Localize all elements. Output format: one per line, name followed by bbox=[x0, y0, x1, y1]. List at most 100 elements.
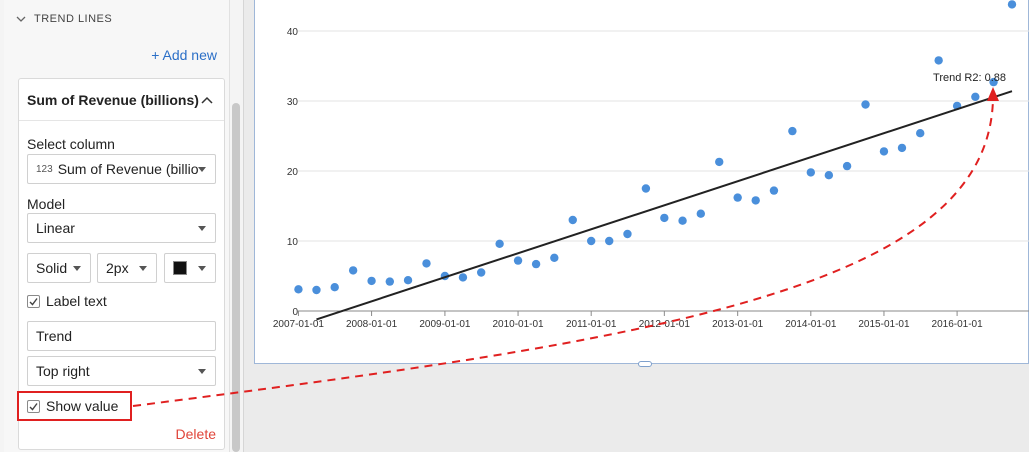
chevron-up-icon[interactable] bbox=[200, 95, 214, 105]
x-tick-label: 2014-01-01 bbox=[785, 319, 837, 330]
number-type-icon: 123 bbox=[36, 163, 53, 175]
data-point[interactable] bbox=[623, 229, 632, 239]
trend-line-card-title: Sum of Revenue (billions) bbox=[27, 91, 199, 108]
data-point[interactable] bbox=[806, 168, 816, 177]
label-position-value: Top right bbox=[36, 363, 90, 379]
line-width-value: 2px bbox=[106, 260, 129, 276]
label-text-label: Label text bbox=[46, 293, 107, 309]
data-point[interactable] bbox=[788, 126, 797, 136]
data-point[interactable] bbox=[641, 184, 651, 193]
data-point[interactable] bbox=[715, 157, 724, 167]
y-tick-label: 10 bbox=[287, 237, 299, 248]
data-point[interactable] bbox=[385, 277, 395, 286]
y-tick-label: 0 bbox=[292, 307, 298, 318]
line-width-select[interactable]: 2px bbox=[97, 253, 157, 283]
data-point[interactable] bbox=[897, 143, 907, 153]
label-text-checkbox[interactable] bbox=[27, 294, 40, 308]
data-point[interactable] bbox=[550, 253, 559, 262]
data-point[interactable] bbox=[568, 215, 577, 225]
caret-down-icon bbox=[73, 266, 81, 271]
show-value-row: Show value bbox=[27, 398, 118, 414]
y-tick-label: 40 bbox=[287, 27, 299, 38]
x-tick-label: 2009-01-01 bbox=[419, 319, 471, 330]
data-point[interactable] bbox=[678, 216, 687, 225]
trend-line-card: Sum of Revenue (billions) Select column … bbox=[18, 78, 225, 450]
data-point[interactable] bbox=[312, 285, 321, 295]
label-text-value: Trend bbox=[36, 328, 73, 344]
y-tick-label: 30 bbox=[287, 97, 299, 108]
x-tick-label: 2012-01-01 bbox=[639, 319, 691, 330]
x-tick-label: 2011-01-01 bbox=[566, 319, 617, 330]
delete-trend-line-button[interactable]: Delete bbox=[175, 426, 216, 442]
checkmark-icon bbox=[29, 402, 38, 411]
annotation-arrow bbox=[132, 97, 994, 407]
data-point[interactable] bbox=[586, 236, 596, 246]
caret-down-icon bbox=[198, 167, 206, 172]
data-point[interactable] bbox=[495, 239, 504, 248]
data-point[interactable] bbox=[476, 268, 486, 277]
x-tick-label: 2013-01-01 bbox=[712, 319, 764, 330]
data-point[interactable] bbox=[330, 283, 339, 292]
caret-down-icon bbox=[198, 266, 206, 271]
data-point[interactable] bbox=[861, 100, 870, 109]
show-value-label: Show value bbox=[46, 398, 119, 414]
column-select[interactable]: 123 Sum of Revenue (billio bbox=[27, 154, 216, 184]
data-point[interactable] bbox=[971, 92, 980, 102]
data-point[interactable] bbox=[934, 56, 943, 65]
label-text-row: Label text bbox=[27, 293, 107, 309]
line-style-select[interactable]: Solid bbox=[27, 253, 91, 283]
column-select-value: Sum of Revenue (billio bbox=[57, 161, 199, 177]
data-point[interactable] bbox=[605, 236, 614, 246]
add-new-trend-line-button[interactable]: + Add new bbox=[151, 47, 217, 63]
data-point[interactable] bbox=[367, 276, 376, 286]
model-select-value: Linear bbox=[36, 220, 75, 236]
data-point[interactable] bbox=[769, 186, 779, 195]
data-point[interactable] bbox=[842, 161, 852, 171]
line-color-select[interactable] bbox=[164, 253, 216, 283]
show-value-checkbox[interactable] bbox=[27, 399, 40, 413]
label-text-input[interactable]: Trend bbox=[27, 321, 216, 351]
trend-line bbox=[316, 90, 1013, 321]
y-tick-label: 20 bbox=[287, 167, 299, 178]
label-position-select[interactable]: Top right bbox=[27, 356, 216, 386]
format-sidebar: TREND LINES + Add new Sum of Revenue (bi… bbox=[0, 0, 244, 452]
data-point[interactable] bbox=[751, 196, 760, 205]
trend-line-card-header[interactable]: Sum of Revenue (billions) bbox=[19, 79, 224, 121]
data-point[interactable] bbox=[879, 147, 889, 156]
trend-lines-panel: TREND LINES + Add new Sum of Revenue (bi… bbox=[4, 0, 230, 452]
data-point[interactable] bbox=[824, 171, 834, 180]
annotation-arrowhead bbox=[987, 87, 999, 101]
data-point[interactable] bbox=[513, 256, 523, 265]
chevron-down-icon bbox=[16, 16, 26, 22]
data-point[interactable] bbox=[660, 213, 669, 223]
model-select[interactable]: Linear bbox=[27, 213, 216, 243]
caret-down-icon bbox=[198, 226, 206, 231]
data-point[interactable] bbox=[403, 276, 413, 285]
sidebar-scrollbar[interactable] bbox=[232, 103, 240, 452]
line-style-value: Solid bbox=[36, 260, 68, 276]
data-point[interactable] bbox=[531, 259, 541, 269]
data-point[interactable] bbox=[1007, 0, 1017, 9]
x-tick-label: 2007-01-01 bbox=[273, 319, 325, 330]
chart-canvas[interactable] bbox=[254, 0, 1029, 364]
data-point[interactable] bbox=[294, 285, 303, 294]
x-tick-label: 2010-01-01 bbox=[492, 319, 544, 330]
data-point[interactable] bbox=[989, 77, 998, 87]
data-point[interactable] bbox=[422, 259, 431, 268]
section-title: TREND LINES bbox=[34, 13, 113, 25]
x-tick-label: 2016-01-01 bbox=[932, 319, 984, 330]
show-value-highlight bbox=[17, 391, 132, 421]
line-color-swatch bbox=[173, 261, 187, 275]
x-tick-label: 2008-01-01 bbox=[346, 319, 398, 330]
model-label: Model bbox=[27, 196, 66, 212]
trend-lines-section-header[interactable]: TREND LINES bbox=[16, 10, 112, 28]
data-point[interactable] bbox=[348, 266, 358, 275]
data-point[interactable] bbox=[696, 209, 706, 218]
data-point[interactable] bbox=[916, 129, 925, 138]
select-column-label: Select column bbox=[27, 136, 115, 152]
caret-down-icon bbox=[198, 369, 206, 374]
data-point[interactable] bbox=[733, 193, 742, 202]
resize-handle[interactable] bbox=[638, 361, 652, 367]
data-point[interactable] bbox=[458, 273, 468, 282]
